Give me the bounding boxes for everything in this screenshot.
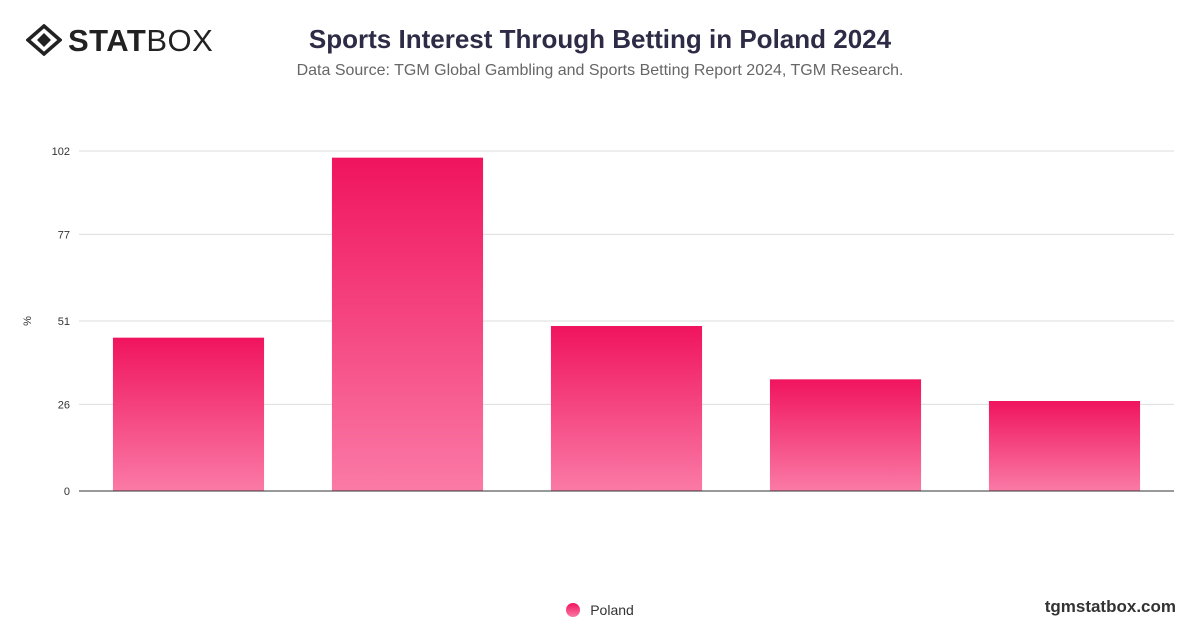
site-url: tgmstatbox.com xyxy=(1044,597,1176,616)
legend[interactable]: Poland xyxy=(0,602,1200,618)
bars xyxy=(112,157,1141,491)
bar-5[interactable] xyxy=(988,401,1141,491)
logo-wordmark-light: BOX xyxy=(146,22,214,58)
logo-wordmark-bold: STAT xyxy=(68,22,147,58)
y-tick-label: 102 xyxy=(52,146,70,158)
bar-4[interactable] xyxy=(769,379,922,491)
y-axis-label: % xyxy=(22,316,34,326)
chart-title: Sports Interest Through Betting in Polan… xyxy=(308,24,892,54)
y-tick-label: 51 xyxy=(58,316,70,328)
legend-label-poland: Poland xyxy=(590,602,634,618)
bar-2[interactable] xyxy=(331,157,484,491)
bar-1[interactable] xyxy=(112,337,265,491)
logo-wordmark: STATBOX xyxy=(68,25,213,56)
chart-subtitle: Data Source: TGM Global Gambling and Spo… xyxy=(296,62,904,79)
y-axis-ticks: 0 26 51 77 102 xyxy=(52,146,70,498)
legend-swatch-poland xyxy=(566,603,581,617)
y-tick-label: 0 xyxy=(64,486,70,498)
statbox-logo: STATBOX xyxy=(26,24,213,56)
y-tick-label: 26 xyxy=(58,399,70,411)
bar-3[interactable] xyxy=(550,326,703,491)
y-tick-label: 77 xyxy=(58,229,70,241)
statbox-logo-icon xyxy=(26,24,62,56)
bar-chart: 0 26 51 77 102 % xyxy=(22,146,1174,498)
